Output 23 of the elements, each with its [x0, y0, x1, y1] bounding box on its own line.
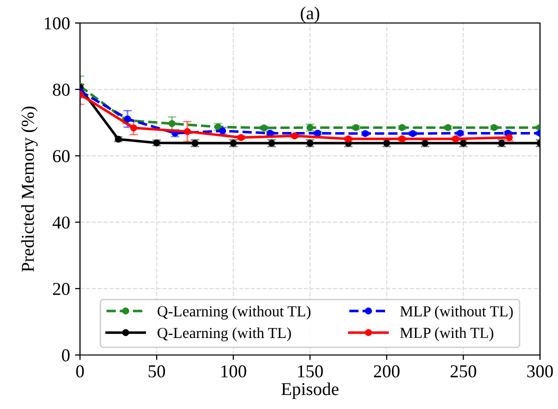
x-tick-label: 250 — [450, 365, 476, 378]
y-tick-label: 60 — [53, 150, 70, 162]
x-tick-label: 50 — [148, 365, 166, 378]
x-tick-label: 200 — [374, 365, 400, 378]
point — [184, 128, 191, 136]
chart-title: (a) — [300, 6, 320, 23]
y-tick-label: 40 — [52, 216, 70, 229]
x-tick-label: 0 — [76, 365, 84, 378]
x-axis-title: Episode — [281, 382, 338, 399]
legend-label: Q-Learning (with TL) — [158, 327, 291, 342]
y-tick-label: 20 — [53, 282, 70, 296]
x-tick-label: 300 — [527, 365, 553, 378]
y-axis-title: Predicted Memory (%) — [21, 106, 38, 272]
legend-label: MLP (without TL) — [400, 306, 513, 320]
y-tick-label: 100 — [44, 17, 70, 30]
x-tick-label: 100 — [221, 365, 246, 378]
y-tick-label: 80 — [52, 84, 70, 96]
point — [168, 120, 176, 128]
point — [130, 124, 138, 132]
legend-label: Q-Learning (without TL) — [158, 306, 310, 320]
x-tick-label: 150 — [298, 365, 323, 378]
legend-label: MLP (with TL) — [400, 327, 494, 342]
y-tick-label: 0 — [62, 349, 70, 362]
